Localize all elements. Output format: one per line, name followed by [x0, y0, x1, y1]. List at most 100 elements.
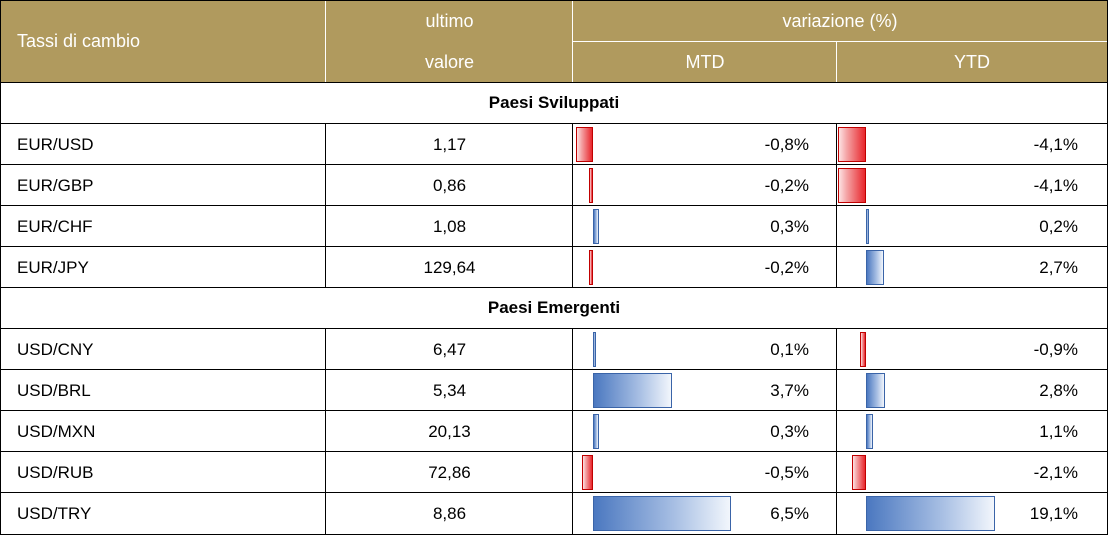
ytd-bar: [838, 127, 866, 162]
mtd-bar: [582, 455, 593, 490]
last-value-cell: 0,86: [432, 175, 467, 195]
header-divider: [325, 1, 326, 82]
header-last-line1: ultimo: [425, 10, 474, 31]
ytd-bar: [866, 373, 885, 408]
section-title: Paesi Emergenti: [487, 297, 621, 317]
col-divider: [325, 165, 326, 206]
last-value-cell: 1,08: [432, 216, 467, 236]
pair-cell: USD/MXN: [17, 421, 96, 441]
col-divider: [836, 452, 837, 493]
pair-cell: USD/TRY: [17, 503, 92, 523]
col-divider: [836, 329, 837, 370]
header-variation: variazione (%): [573, 1, 1107, 41]
mtd-bar: [593, 496, 732, 531]
col-divider: [572, 452, 573, 493]
col-divider: [325, 329, 326, 370]
pair-cell: EUR/CHF: [17, 216, 93, 236]
pair-cell: EUR/USD: [17, 134, 94, 154]
ytd-value-cell: -0,9%: [1033, 339, 1078, 359]
mtd-value-cell: 3,7%: [770, 380, 809, 400]
col-divider: [572, 124, 573, 165]
col-divider: [572, 165, 573, 206]
mtd-value-cell: -0,2%: [764, 257, 809, 277]
pair-cell: USD/CNY: [17, 339, 94, 359]
mtd-value-cell: 0,3%: [770, 421, 809, 441]
table-row: USD/TRY 8,86 6,5% 19,1%: [1, 493, 1107, 534]
table-row: EUR/CHF 1,08 0,3% 0,2%: [1, 206, 1107, 247]
mtd-bar: [593, 209, 600, 244]
row-divider: [1, 205, 1107, 206]
last-value-cell: 5,34: [432, 380, 467, 400]
col-divider: [836, 165, 837, 206]
row-divider: [1, 123, 1107, 124]
last-value-cell: 1,17: [432, 134, 467, 154]
col-divider: [325, 247, 326, 288]
header-divider: [573, 41, 1107, 42]
pair-cell: USD/RUB: [17, 462, 94, 482]
table-row: EUR/GBP 0,86 -0,2% -4,1%: [1, 165, 1107, 206]
col-divider: [572, 329, 573, 370]
table-row: USD/RUB 72,86 -0,5% -2,1%: [1, 452, 1107, 493]
ytd-bar: [866, 496, 995, 531]
col-divider: [325, 206, 326, 247]
ytd-bar: [866, 250, 885, 285]
ytd-value-cell: 2,8%: [1039, 380, 1078, 400]
col-divider: [325, 493, 326, 534]
section-divider: [1, 82, 1107, 83]
ytd-bar: [851, 455, 866, 490]
section-divider: [1, 287, 1107, 288]
col-divider: [325, 124, 326, 165]
col-divider: [325, 452, 326, 493]
last-value-cell: 6,47: [432, 339, 467, 359]
header-mtd-label: MTD: [685, 51, 725, 72]
ytd-bar: [838, 168, 866, 203]
header-variation-label: variazione (%): [782, 10, 898, 31]
row-divider: [1, 492, 1107, 493]
table-row: USD/CNY 6,47 0,1% -0,9%: [1, 329, 1107, 370]
header-pair-label: Tassi di cambio: [17, 31, 141, 51]
col-divider: [836, 247, 837, 288]
col-divider: [836, 124, 837, 165]
mtd-bar: [575, 127, 593, 162]
ytd-value-cell: 2,7%: [1039, 257, 1078, 277]
ytd-value-cell: 19,1%: [1029, 503, 1078, 523]
header-divider: [572, 1, 573, 82]
col-divider: [572, 247, 573, 288]
mtd-bar: [588, 168, 593, 203]
last-value-cell: 8,86: [432, 503, 467, 523]
row-divider: [1, 164, 1107, 165]
ytd-value-cell: -2,1%: [1033, 462, 1078, 482]
last-value-cell: 129,64: [423, 257, 476, 277]
ytd-value-cell: -4,1%: [1033, 175, 1078, 195]
ytd-bar: [866, 414, 874, 449]
ytd-value-cell: 1,1%: [1039, 421, 1078, 441]
header-last-2: valore: [326, 42, 573, 82]
last-value-cell: 72,86: [428, 462, 471, 482]
header-last: ultimo: [326, 1, 573, 41]
col-divider: [325, 370, 326, 411]
table-row: EUR/USD 1,17 -0,8% -4,1%: [1, 124, 1107, 165]
mtd-value-cell: 0,1%: [770, 339, 809, 359]
pair-cell: EUR/GBP: [17, 175, 94, 195]
mtd-bar: [593, 332, 596, 367]
row-divider: [1, 410, 1107, 411]
ytd-value-cell: -4,1%: [1033, 134, 1078, 154]
header-divider: [836, 42, 837, 82]
col-divider: [572, 493, 573, 534]
row-divider: [1, 246, 1107, 247]
header-ytd-label: YTD: [954, 51, 990, 72]
row-divider: [1, 451, 1107, 452]
pair-cell: USD/BRL: [17, 380, 91, 400]
ytd-bar: [859, 332, 866, 367]
col-divider: [836, 493, 837, 534]
header-mtd: MTD: [573, 42, 837, 82]
mtd-bar: [593, 414, 600, 449]
pair-cell: EUR/JPY: [17, 257, 89, 277]
mtd-value-cell: 0,3%: [770, 216, 809, 236]
row-divider: [1, 328, 1107, 329]
section-title: Paesi Sviluppati: [488, 92, 620, 112]
col-divider: [325, 411, 326, 452]
mtd-value-cell: -0,2%: [764, 175, 809, 195]
mtd-value-cell: 6,5%: [770, 503, 809, 523]
